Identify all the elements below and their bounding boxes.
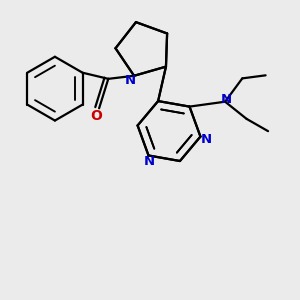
- Text: N: N: [125, 74, 136, 87]
- Text: N: N: [221, 93, 232, 106]
- Text: O: O: [91, 109, 103, 123]
- Text: N: N: [201, 133, 212, 146]
- Text: N: N: [144, 155, 155, 168]
